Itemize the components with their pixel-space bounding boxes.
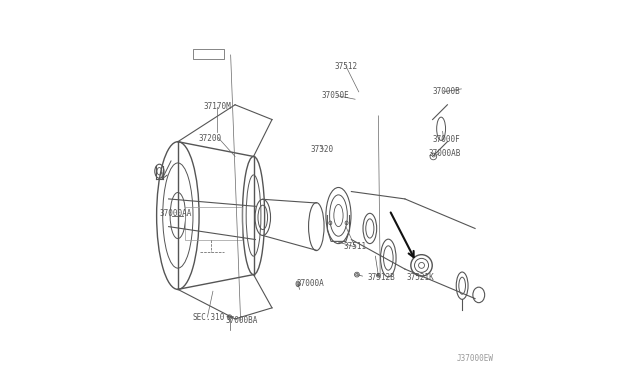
Text: 37200: 37200 (198, 134, 221, 142)
Text: 37320: 37320 (311, 145, 334, 154)
Text: 37170M: 37170M (204, 102, 232, 111)
Text: 37521K: 37521K (407, 273, 435, 282)
Bar (185, 207, 243, 240)
Text: 37000F: 37000F (433, 135, 460, 144)
Text: 37000AA: 37000AA (159, 209, 192, 218)
Text: 37000BA: 37000BA (226, 316, 258, 325)
Text: J37000EW: J37000EW (456, 354, 493, 363)
Text: 37511: 37511 (344, 243, 367, 251)
Text: 37000B: 37000B (433, 87, 460, 96)
Text: SEC.310: SEC.310 (193, 312, 225, 321)
Bar (193, 49, 224, 59)
Text: 37512: 37512 (335, 61, 358, 71)
Text: 37000AB: 37000AB (429, 149, 461, 158)
Text: 37512B: 37512B (368, 273, 396, 282)
Text: 37050E: 37050E (322, 91, 349, 100)
Text: 37000A: 37000A (296, 279, 324, 288)
